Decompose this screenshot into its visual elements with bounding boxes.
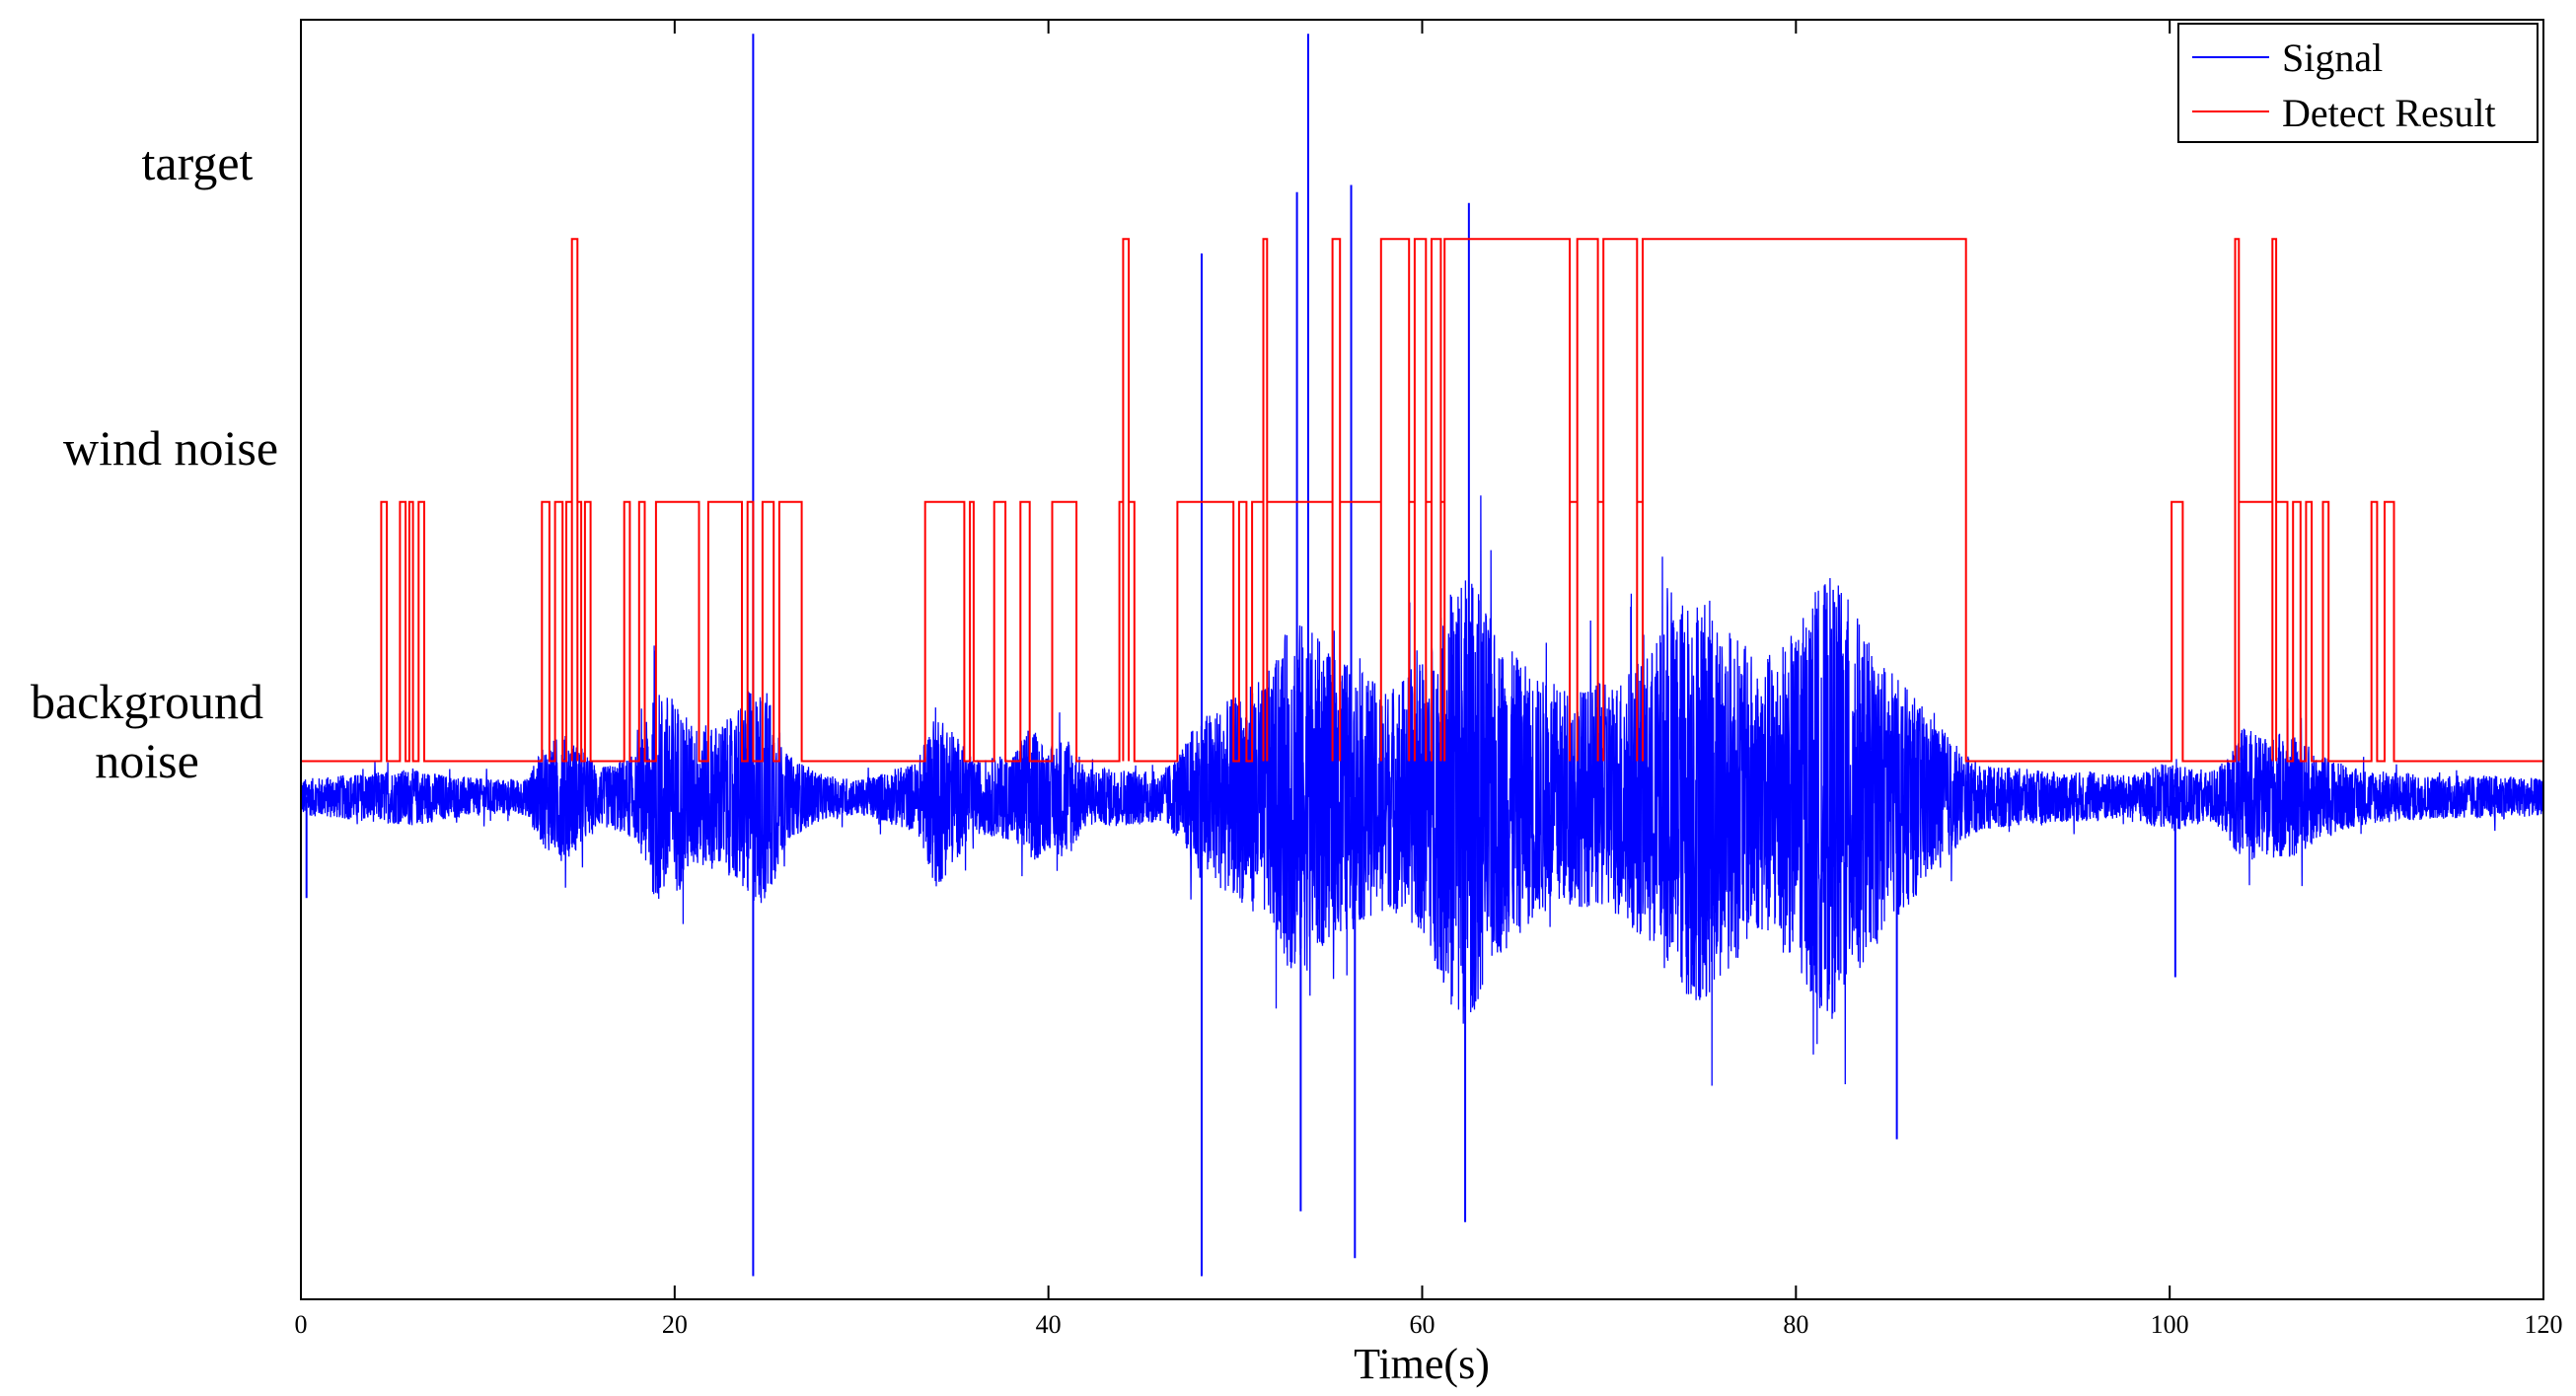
x-tick-label: 100 bbox=[2151, 1310, 2189, 1339]
x-tick-label: 60 bbox=[1410, 1310, 1435, 1339]
level-label-target: target bbox=[141, 135, 254, 190]
x-axis-title: Time(s) bbox=[1354, 1340, 1490, 1388]
legend: Signal Detect Result bbox=[2177, 23, 2539, 143]
detect-result-series bbox=[301, 238, 2543, 763]
x-axis: 0 20 40 60 80 100 120 bbox=[295, 20, 2563, 1339]
x-tick-label: 120 bbox=[2525, 1310, 2563, 1339]
legend-box bbox=[2177, 23, 2539, 143]
x-tick-label: 40 bbox=[1036, 1310, 1062, 1339]
x-tick-label: 20 bbox=[662, 1310, 688, 1339]
level-label-wind-noise: wind noise bbox=[62, 420, 279, 476]
plot-area bbox=[301, 20, 2543, 1299]
legend-label-detect-result: Detect Result bbox=[2282, 91, 2496, 135]
legend-label-signal: Signal bbox=[2282, 36, 2383, 80]
x-tick-label: 80 bbox=[1783, 1310, 1808, 1339]
signal-line bbox=[301, 495, 2543, 1086]
level-label-background-noise: background noise bbox=[30, 674, 264, 788]
detect-result-line bbox=[301, 238, 2543, 763]
x-tick-label: 0 bbox=[295, 1310, 308, 1339]
